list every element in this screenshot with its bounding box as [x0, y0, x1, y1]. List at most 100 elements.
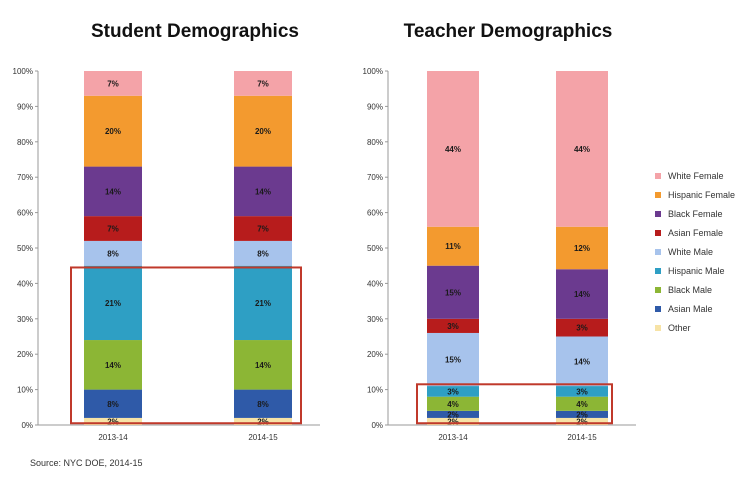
teacher-bar-asian-male-2014-15	[556, 410, 608, 418]
legend-swatch-asian-female	[655, 230, 661, 236]
student-data-label: 8%	[107, 249, 119, 258]
student-bar-black-female-2013-14	[84, 166, 142, 217]
teacher-bar-hispanic-male-2014-15	[556, 386, 608, 397]
student-data-label: 8%	[257, 249, 269, 258]
student-y-tick-label: 40%	[17, 279, 33, 288]
student-category-label: 2014-15	[248, 433, 278, 442]
teacher-y-tick-label: 30%	[367, 315, 383, 324]
teacher-bar-asian-male-2013-14	[427, 410, 479, 418]
student-data-label: 8%	[257, 400, 269, 409]
teacher-data-label: 3%	[576, 324, 588, 333]
teacher-data-label: 3%	[447, 387, 459, 396]
student-bar-asian-female-2013-14	[84, 216, 142, 241]
student-data-label: 14%	[255, 187, 271, 196]
teacher-y-tick-label: 80%	[367, 138, 383, 147]
student-data-label: 2%	[107, 417, 119, 426]
legend-label-white-female: White Female	[668, 171, 724, 181]
teacher-y-tick-label: 60%	[367, 209, 383, 218]
legend-swatch-white-male	[655, 249, 661, 255]
student-y-tick-label: 100%	[13, 67, 33, 76]
teacher-bar-white-male-2014-15	[556, 336, 608, 387]
student-highlight-box	[70, 266, 302, 425]
student-y-tick-label: 80%	[17, 138, 33, 147]
teacher-bar-black-male-2014-15	[556, 396, 608, 411]
legend: White Female Hispanic Female Black Female A…	[655, 171, 735, 333]
student-data-label: 21%	[255, 299, 271, 308]
teacher-y-tick-label: 50%	[367, 244, 383, 253]
legend-label-asian-female: Asian Female	[668, 228, 723, 238]
student-bar-hispanic-male-2014-15	[234, 265, 292, 341]
student-data-label: 7%	[107, 79, 119, 88]
student-bar-other-2013-14	[84, 417, 142, 425]
student-bar-other-2014-15	[234, 417, 292, 425]
student-data-label: 20%	[105, 127, 121, 136]
teacher-chart-title: Teacher Demographics	[404, 21, 613, 42]
legend-swatch-asian-male	[655, 306, 661, 312]
teacher-bar-black-female-2013-14	[427, 265, 479, 319]
student-data-label: 7%	[257, 225, 269, 234]
teacher-bar-other-2013-14	[427, 417, 479, 425]
teacher-bar-hispanic-female-2013-14	[427, 226, 479, 266]
teacher-bar-white-female-2014-15	[556, 71, 608, 227]
teacher-data-label: 44%	[445, 145, 461, 154]
teacher-category-label: 2014-15	[567, 433, 597, 442]
teacher-bar-other-2014-15	[556, 417, 608, 425]
student-bar-asian-male-2013-14	[84, 389, 142, 418]
teacher-bar-white-male-2013-14	[427, 332, 479, 387]
teacher-y-tick-label: 20%	[367, 350, 383, 359]
student-bar-hispanic-male-2013-14	[84, 265, 142, 341]
teacher-y-tick-label: 0%	[371, 421, 383, 430]
teacher-data-label: 14%	[574, 357, 590, 366]
teacher-bar-asian-female-2013-14	[427, 318, 479, 333]
teacher-y-tick-label: 100%	[363, 67, 383, 76]
teacher-data-label: 2%	[447, 417, 459, 426]
legend-swatch-hispanic-female	[655, 192, 661, 198]
legend-swatch-black-male	[655, 287, 661, 293]
student-y-tick-label: 60%	[17, 209, 33, 218]
teacher-data-label: 4%	[447, 400, 459, 409]
teacher-bar-black-female-2014-15	[556, 269, 608, 319]
student-bar-white-female-2013-14	[84, 71, 142, 96]
teacher-demographics-chart: Teacher Demographics 0% 10% 20% 30% 40% 50% 60…	[363, 21, 636, 442]
student-y-tick-label: 30%	[17, 315, 33, 324]
legend-label-hispanic-female: Hispanic Female	[668, 190, 735, 200]
teacher-data-label: 2%	[576, 417, 588, 426]
student-bar-black-female-2014-15	[234, 166, 292, 217]
teacher-category-label: 2013-14	[438, 433, 468, 442]
student-data-label: 14%	[105, 187, 121, 196]
student-y-tick-label: 70%	[17, 173, 33, 182]
student-bar-white-male-2013-14	[84, 240, 142, 266]
teacher-bar-asian-female-2014-15	[556, 318, 608, 337]
teacher-y-tick-label: 10%	[367, 386, 383, 395]
legend-label-other: Other	[668, 323, 691, 333]
student-bar-asian-male-2014-15	[234, 389, 292, 418]
student-data-label: 7%	[107, 225, 119, 234]
student-data-label: 14%	[255, 361, 271, 370]
legend-swatch-black-female	[655, 211, 661, 217]
student-y-tick-label: 50%	[17, 244, 33, 253]
student-y-tick-label: 90%	[17, 102, 33, 111]
student-bar-black-male-2013-14	[84, 340, 142, 390]
teacher-bar-black-male-2013-14	[427, 396, 479, 411]
teacher-data-label: 4%	[576, 400, 588, 409]
student-demographics-chart: Student Demographics 0% 10% 20% 30% 40% 50% 60…	[13, 21, 320, 442]
student-y-tick-label: 10%	[17, 386, 33, 395]
student-bar-hispanic-female-2013-14	[84, 95, 142, 167]
legend-swatch-white-female	[655, 173, 661, 179]
student-bar-hispanic-female-2014-15	[234, 95, 292, 167]
teacher-data-label: 15%	[445, 288, 461, 297]
student-data-label: 2%	[257, 417, 269, 426]
teacher-bar-hispanic-male-2013-14	[427, 386, 479, 397]
student-y-tick-label: 20%	[17, 350, 33, 359]
teacher-data-label: 2%	[576, 410, 588, 419]
student-bar-white-male-2014-15	[234, 240, 292, 266]
legend-swatch-hispanic-male	[655, 268, 661, 274]
teacher-data-label: 3%	[576, 387, 588, 396]
student-data-label: 14%	[105, 361, 121, 370]
teacher-data-label: 12%	[574, 244, 590, 253]
teacher-data-label: 44%	[574, 145, 590, 154]
student-y-tick-label: 0%	[21, 421, 33, 430]
student-bar-black-male-2014-15	[234, 340, 292, 390]
legend-label-white-male: White Male	[668, 247, 713, 257]
